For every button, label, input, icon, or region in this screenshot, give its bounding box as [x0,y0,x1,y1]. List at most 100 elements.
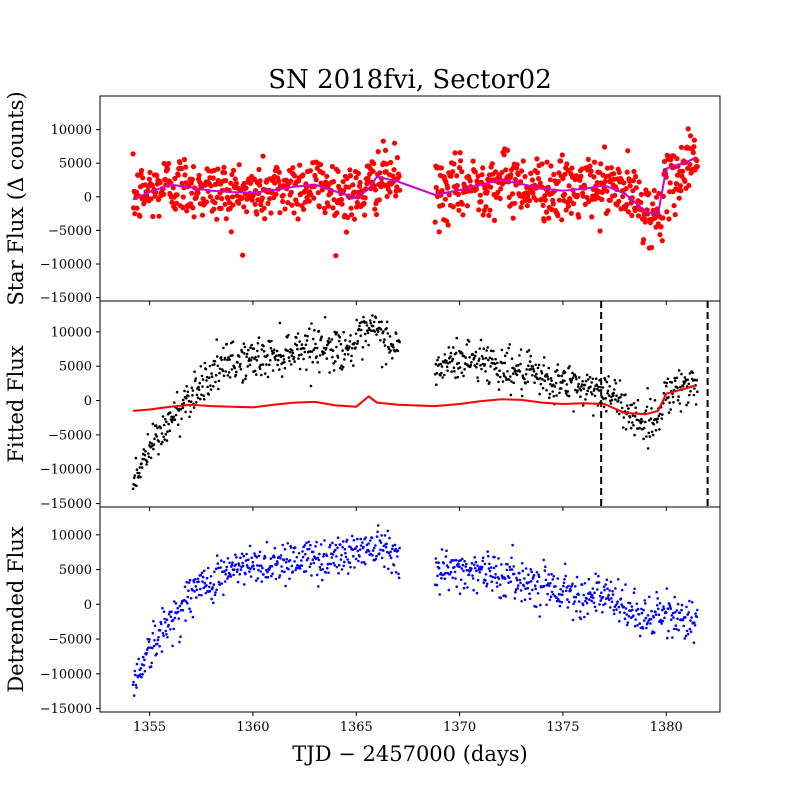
data-point [662,391,666,395]
data-point [365,175,371,181]
data-point [681,618,685,621]
data-point [362,315,365,319]
data-point [627,615,631,618]
data-point [220,582,223,585]
data-point [261,566,264,570]
data-point [440,548,444,551]
data-point [234,553,237,557]
data-point [392,346,395,349]
data-point [677,628,680,632]
data-point [631,414,635,417]
data-point [676,195,682,201]
data-point [153,624,157,628]
data-point [297,357,300,360]
data-point [678,144,685,150]
data-point [257,554,261,558]
data-point [644,409,648,413]
data-point [542,356,546,359]
data-point [591,174,597,180]
data-point [382,147,389,153]
data-point [134,456,138,460]
data-point [328,371,331,374]
data-point [172,415,175,419]
data-point [347,167,353,173]
data-point [471,577,475,580]
data-point [440,202,446,208]
data-point [629,426,633,430]
data-point [489,349,493,353]
data-point [361,200,367,206]
data-point [248,544,252,548]
data-point [484,356,488,360]
data-point [199,397,202,401]
data-point [288,350,292,354]
data-point [348,345,351,349]
data-point [225,568,228,572]
data-point [332,369,336,372]
data-point [265,540,269,544]
data-point [283,570,286,574]
data-point [687,161,693,168]
data-point [506,194,512,200]
data-point [161,606,164,610]
data-point [453,565,456,569]
data-point [212,601,215,605]
data-point [355,170,361,176]
data-point [335,555,338,558]
data-point [275,354,278,358]
data-point [161,631,165,635]
data-point [258,550,262,554]
data-point [296,332,300,335]
data-point [674,156,680,162]
data-point [580,383,584,386]
y-tick-label: 5000 [59,563,92,578]
data-point [502,374,506,378]
data-point [191,589,194,592]
data-point [188,578,192,582]
data-point [660,215,666,221]
data-point [146,433,150,436]
data-point [247,348,250,352]
data-point [474,350,478,354]
data-point [352,554,355,558]
data-point [465,562,468,566]
data-point [199,365,203,368]
x-tick-label: 1355 [133,720,166,735]
data-point [237,564,241,567]
data-point [393,193,399,199]
data-point [488,562,491,566]
data-point [664,398,667,402]
data-point [201,378,205,381]
data-point [180,194,186,200]
data-point [577,382,580,386]
data-point [246,365,249,368]
data-point [462,569,465,573]
data-point [555,178,561,185]
data-point [385,327,388,330]
data-point [147,452,150,455]
data-point [534,363,537,367]
data-point [287,567,290,571]
data-point [562,581,566,585]
data-point [208,585,211,589]
data-point [645,626,648,630]
data-point [436,358,439,362]
data-point [493,169,499,175]
data-point [363,332,367,336]
data-point [582,201,589,207]
data-point [223,177,229,184]
data-point [547,366,550,370]
data-point [137,657,140,661]
data-point [225,196,231,202]
data-point [672,401,675,404]
data-point [192,406,196,409]
data-point [633,587,636,591]
data-point [519,589,523,592]
data-point [439,188,445,194]
data-point [612,608,615,612]
data-point [619,395,622,399]
data-point [172,206,178,212]
data-point [607,394,611,397]
data-point [499,169,505,175]
